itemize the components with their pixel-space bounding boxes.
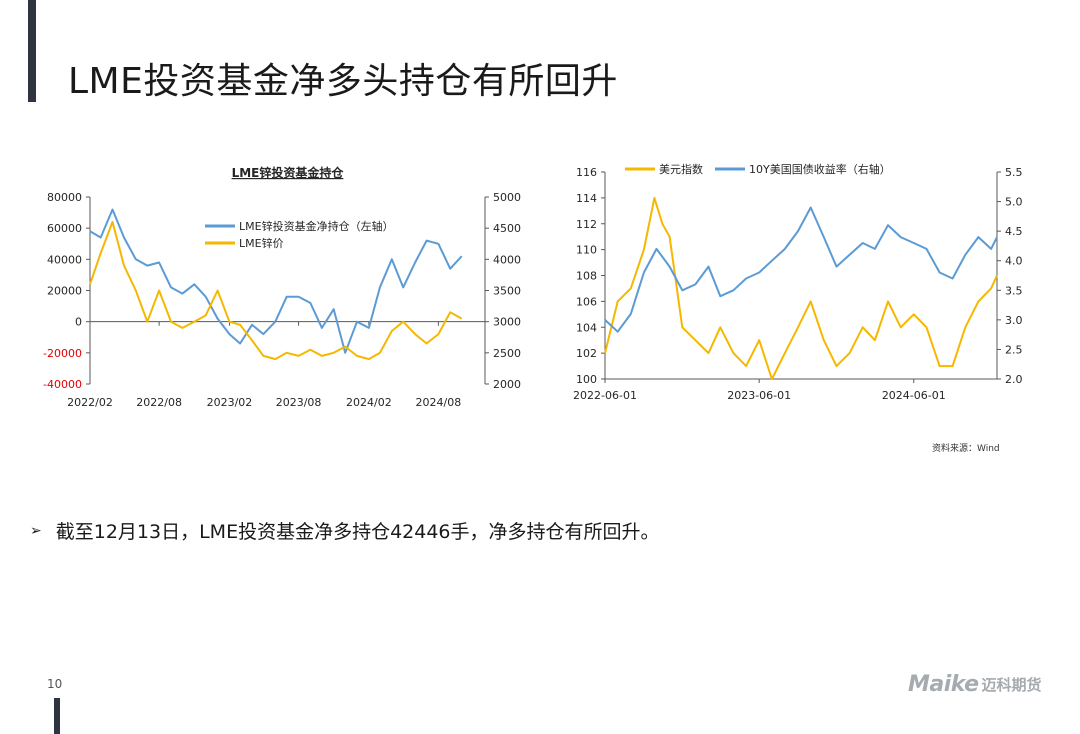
y-left-tick-label: 116 xyxy=(576,166,597,179)
chart-dxy-ust10y: 116 114 112 110 108 106 104 102 100 5.5 5.0 4.5 4.0 3… xyxy=(560,155,1040,410)
logo-wordmark: Maike xyxy=(908,672,979,697)
y-right-tick-label: 5.0 xyxy=(1005,196,1023,209)
y-right-tick-label: 2.5 xyxy=(1005,343,1023,356)
series-line-2 xyxy=(89,220,463,361)
legend-label-1: 美元指数 xyxy=(659,162,703,176)
y-left-tick-label: 112 xyxy=(576,218,597,231)
bullet-arrow-icon: ➢ xyxy=(30,522,42,539)
logo-chinese-name: 迈科期货 xyxy=(981,676,1042,694)
y-left-tick-label: 108 xyxy=(576,270,597,283)
y-right-tick-label: 4.0 xyxy=(1005,255,1023,268)
y-right-tick-label: 2.0 xyxy=(1005,373,1023,386)
y-right-tick-label: 5.5 xyxy=(1005,166,1023,179)
x-tick-label: 2023/02 xyxy=(207,396,253,409)
legend-label-2: 10Y美国国债收益率（右轴） xyxy=(749,162,891,176)
y-right-tick-label: 5000 xyxy=(493,191,521,204)
y-left-tick-label: 102 xyxy=(576,347,597,360)
x-tick-label: 2022/02 xyxy=(67,396,113,409)
y-right-tick-label: 3.5 xyxy=(1005,284,1023,297)
x-tick-label: 2023-06-01 xyxy=(727,389,791,402)
y-right-tick-label: 4500 xyxy=(493,222,521,235)
series-line-2 xyxy=(604,206,998,333)
legend-label-1: LME锌投资基金净持仓（左轴） xyxy=(239,219,394,233)
y-left-tick-label: 40000 xyxy=(47,253,82,266)
x-tick-label: 2024/02 xyxy=(346,396,392,409)
y-right-tick-label: 4.5 xyxy=(1005,225,1023,238)
x-tick-label: 2022/08 xyxy=(136,396,182,409)
y-left-tick-label: -20000 xyxy=(43,347,82,360)
bullet-point: ➢ 截至12月13日，LME投资基金净多持仓42446手，净多持仓有所回升。 xyxy=(30,517,660,544)
chart-2-svg: 116 114 112 110 108 106 104 102 100 5.5 5.0 4.5 4.0 3… xyxy=(573,162,1023,402)
legend-label-2: LME锌价 xyxy=(239,236,284,250)
y-left-tick-label: 0 xyxy=(75,316,82,329)
y-left-tick-label: 100 xyxy=(576,373,597,386)
y-right-tick-label: 3500 xyxy=(493,285,521,298)
y-left-tick-label: -40000 xyxy=(43,378,82,391)
company-logo: Maike 迈科期货 xyxy=(908,672,1042,697)
x-tick-label: 2024/08 xyxy=(416,396,462,409)
y-left-tick-label: 60000 xyxy=(47,222,82,235)
y-left-tick-label: 20000 xyxy=(47,285,82,298)
series-line-1 xyxy=(89,208,463,354)
y-left-tick-label: 114 xyxy=(576,192,597,205)
y-left-tick-label: 80000 xyxy=(47,191,82,204)
x-tick-label: 2023/08 xyxy=(276,396,322,409)
source-note: 资料来源：Wind xyxy=(932,444,1000,454)
y-right-tick-label: 3000 xyxy=(493,316,521,329)
series-line-1 xyxy=(604,196,998,380)
bullet-text: 截至12月13日，LME投资基金净多持仓42446手，净多持仓有所回升。 xyxy=(55,521,660,543)
chart-1-svg: 80000 60000 40000 20000 0 -20000 -40000 5000 450… xyxy=(43,165,521,409)
x-tick-label: 2024-06-01 xyxy=(882,389,946,402)
y-left-tick-label: 110 xyxy=(576,244,597,257)
footer-accent-bar xyxy=(54,698,60,734)
chart-lme-zinc-positions: 80000 60000 40000 20000 0 -20000 -40000 5000 450… xyxy=(30,155,530,420)
chart-title: LME锌投资基金持仓 xyxy=(232,165,345,180)
y-right-tick-label: 4000 xyxy=(493,253,521,266)
page-number: 10 xyxy=(47,677,63,691)
title-accent-bar xyxy=(28,0,36,102)
y-left-tick-label: 106 xyxy=(576,295,597,308)
slide-title: LME投资基金净多头持仓有所回升 xyxy=(68,61,618,102)
y-left-tick-label: 104 xyxy=(576,321,597,334)
y-right-tick-label: 3.0 xyxy=(1005,314,1023,327)
y-right-tick-label: 2500 xyxy=(493,347,521,360)
x-tick-label: 2022-06-01 xyxy=(573,389,637,402)
y-right-tick-label: 2000 xyxy=(493,378,521,391)
